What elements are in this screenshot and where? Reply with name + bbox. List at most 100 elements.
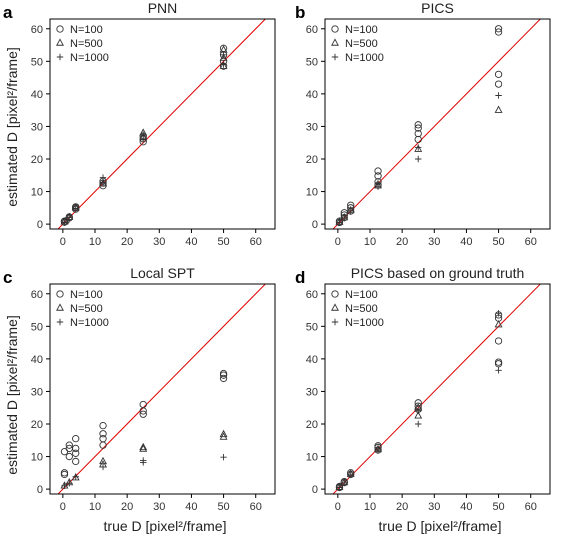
x-axis-label-right: true D [pixel²/frame] xyxy=(379,518,502,534)
data-point-plus xyxy=(99,174,107,181)
data-point-plus xyxy=(374,446,382,454)
legend-label: N=100 xyxy=(345,289,378,301)
x-tick-label: 30 xyxy=(153,236,165,248)
panel-letter: c xyxy=(3,268,12,287)
legend-marker-circle xyxy=(56,25,64,33)
data-point-circle xyxy=(99,430,107,438)
x-tick-label: 40 xyxy=(460,501,472,513)
panel-letter: b xyxy=(295,3,305,22)
y-tick-label: 30 xyxy=(31,121,43,133)
y-tick-label: 50 xyxy=(31,321,43,333)
data-point-plus xyxy=(140,457,147,464)
data-point-triangle xyxy=(139,444,148,452)
legend-marker-plus xyxy=(56,53,64,61)
data-point-plus xyxy=(415,420,422,428)
data-point-triangle xyxy=(99,456,107,465)
data-point-plus xyxy=(415,144,422,151)
data-point-circle xyxy=(99,441,107,449)
legend: N=100 N=500 N=1000 xyxy=(331,289,384,329)
data-point-plus xyxy=(220,61,227,68)
data-point-triangle xyxy=(139,442,148,451)
legend-marker-circle xyxy=(331,290,339,298)
x-tick-label: 10 xyxy=(364,236,376,248)
legend-marker-triangle xyxy=(331,38,339,46)
legend-label: N=1000 xyxy=(345,52,384,64)
data-point-plus xyxy=(220,51,227,59)
x-tick-label: 40 xyxy=(185,501,197,513)
data-point-circle xyxy=(219,369,228,378)
y-axis-label-bottom: estimated D [pixel²/frame] xyxy=(4,315,20,475)
data-point-circle xyxy=(494,70,503,78)
x-tick-label: 10 xyxy=(364,501,376,513)
x-tick-label: 0 xyxy=(60,501,66,513)
data-point-circle xyxy=(414,399,422,407)
x-tick-label: 0 xyxy=(335,236,341,248)
legend-marker-triangle xyxy=(56,303,64,311)
x-tick-label: 40 xyxy=(185,236,197,248)
y-tick-label: 10 xyxy=(31,187,43,199)
data-point-plus xyxy=(495,367,502,374)
y-tick-label: 40 xyxy=(306,89,318,101)
legend-label: N=500 xyxy=(70,303,103,315)
y-tick-label: 20 xyxy=(306,154,318,166)
panel-title: PICS xyxy=(421,0,454,16)
data-point-circle xyxy=(374,167,382,175)
panel-title: PICS based on ground truth xyxy=(351,265,525,281)
y-tick-label: 20 xyxy=(31,154,43,166)
data-point-plus xyxy=(66,214,73,221)
x-tick-label: 20 xyxy=(121,236,133,248)
x-tick-label: 0 xyxy=(60,236,66,248)
data-point-plus xyxy=(374,180,382,187)
data-point-circle xyxy=(65,452,73,461)
x-tick-label: 30 xyxy=(428,501,440,513)
data-point-circle xyxy=(219,374,228,383)
y-tick-label: 40 xyxy=(306,354,318,366)
y-tick-label: 60 xyxy=(306,24,318,36)
legend-marker-circle xyxy=(56,290,64,298)
data-point-circle xyxy=(374,172,382,180)
y-tick-label: 60 xyxy=(31,289,43,301)
data-point-triangle xyxy=(494,320,503,328)
data-point-plus xyxy=(99,463,107,471)
legend-marker-plus xyxy=(331,318,339,326)
x-axis-label-left: true D [pixel²/frame] xyxy=(104,518,227,534)
data-point-plus xyxy=(415,155,422,163)
data-point-circle xyxy=(494,25,503,33)
legend-label: N=1000 xyxy=(70,52,109,64)
data-point-plus xyxy=(341,479,348,487)
legend: N=100 N=500 N=1000 xyxy=(56,24,109,64)
data-point-circle xyxy=(139,400,147,409)
x-tick-label: 40 xyxy=(460,236,472,248)
data-point-triangle xyxy=(219,53,228,61)
data-point-plus xyxy=(61,482,68,490)
x-tick-label: 20 xyxy=(396,501,408,513)
x-tick-label: 50 xyxy=(492,236,504,248)
data-point-circle xyxy=(414,129,422,138)
panel-letter: a xyxy=(3,3,13,22)
x-tick-label: 60 xyxy=(250,236,262,248)
data-point-circle xyxy=(99,435,107,443)
reference-line xyxy=(332,19,542,229)
data-points xyxy=(335,310,503,492)
panel-title: PNN xyxy=(148,0,178,16)
plot-frame xyxy=(49,283,276,495)
x-tick-label: 10 xyxy=(89,236,101,248)
x-tick-label: 60 xyxy=(250,501,262,513)
data-point-triangle xyxy=(219,429,228,438)
legend: N=100 N=500 N=1000 xyxy=(331,24,384,64)
data-point-circle xyxy=(72,444,80,453)
data-points xyxy=(60,369,228,490)
data-points xyxy=(335,25,503,227)
legend-label: N=1000 xyxy=(70,317,109,329)
y-tick-label: 10 xyxy=(31,452,43,464)
data-point-circle xyxy=(494,337,503,345)
data-point-circle xyxy=(494,80,503,88)
data-point-plus xyxy=(220,454,227,461)
data-point-circle xyxy=(414,124,422,132)
x-tick-label: 10 xyxy=(89,501,101,513)
legend-label: N=100 xyxy=(70,289,103,301)
y-tick-label: 0 xyxy=(37,219,43,231)
